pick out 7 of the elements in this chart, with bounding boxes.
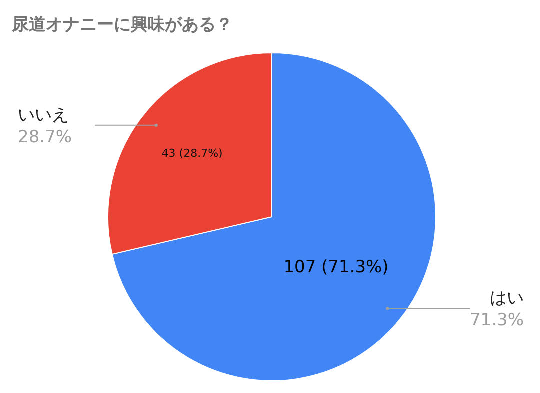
slice-label: はい [490,288,524,309]
text: 71.3% [470,310,524,331]
data-label: 43 (28.7%) [162,146,223,160]
chart-title: 尿道オナニーに興味がある？ [11,15,233,35]
slice-label: いいえ [18,105,69,126]
data-label: 107 (71.3%) [284,258,389,278]
text: 28.7% [18,127,72,148]
